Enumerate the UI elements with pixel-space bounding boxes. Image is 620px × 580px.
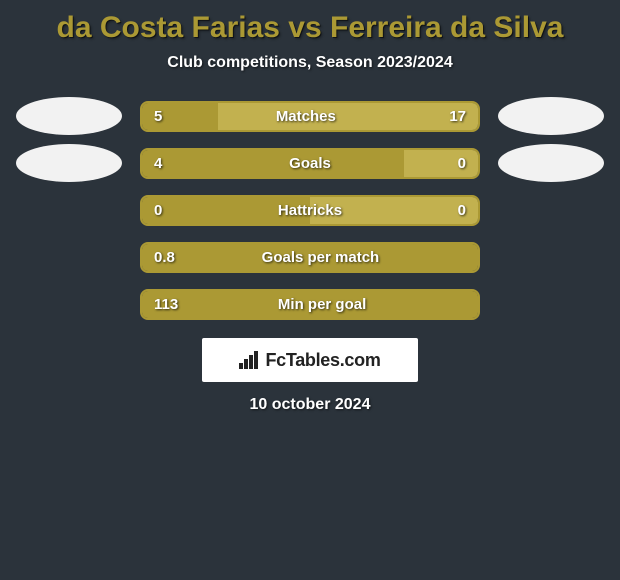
value-left: 0 <box>154 202 162 219</box>
bar-labels: 0Hattricks0 <box>142 197 478 224</box>
source-logo: FcTables.com <box>202 338 418 382</box>
value-right: 0 <box>458 155 466 172</box>
stat-row: 0Hattricks0 <box>0 194 620 226</box>
player-right-badge <box>498 144 604 182</box>
player-left-badge <box>16 144 122 182</box>
bar-labels: 113Min per goal <box>142 291 478 318</box>
bar-labels: 4Goals0 <box>142 150 478 177</box>
value-left: 4 <box>154 155 162 172</box>
stat-row: 0.8Goals per match <box>0 241 620 273</box>
stat-name: Min per goal <box>178 296 466 313</box>
stat-bar: 5Matches17 <box>140 101 480 132</box>
footer-date: 10 october 2024 <box>0 396 620 414</box>
comparison-infographic: da Costa Farias vs Ferreira da Silva Clu… <box>0 0 620 580</box>
stat-name: Matches <box>162 108 449 125</box>
value-left: 0.8 <box>154 249 175 266</box>
bar-labels: 0.8Goals per match <box>142 244 478 271</box>
stat-bar: 4Goals0 <box>140 148 480 179</box>
stat-row: 5Matches17 <box>0 100 620 132</box>
player-right-badge <box>498 97 604 135</box>
value-left: 113 <box>154 296 178 313</box>
stat-bar: 0Hattricks0 <box>140 195 480 226</box>
player-left-badge <box>16 97 122 135</box>
page-subtitle: Club competitions, Season 2023/2024 <box>0 54 620 72</box>
bars-icon <box>239 351 261 369</box>
stat-rows: 5Matches174Goals00Hattricks00.8Goals per… <box>0 100 620 320</box>
value-right: 17 <box>449 108 466 125</box>
stat-row: 113Min per goal <box>0 288 620 320</box>
stat-row: 4Goals0 <box>0 147 620 179</box>
logo-text: FcTables.com <box>265 350 380 371</box>
bar-labels: 5Matches17 <box>142 103 478 130</box>
stat-name: Goals <box>162 155 457 172</box>
stat-name: Goals per match <box>175 249 466 266</box>
value-left: 5 <box>154 108 162 125</box>
page-title: da Costa Farias vs Ferreira da Silva <box>0 4 620 54</box>
stat-bar: 0.8Goals per match <box>140 242 480 273</box>
stat-bar: 113Min per goal <box>140 289 480 320</box>
stat-name: Hattricks <box>162 202 457 219</box>
value-right: 0 <box>458 202 466 219</box>
